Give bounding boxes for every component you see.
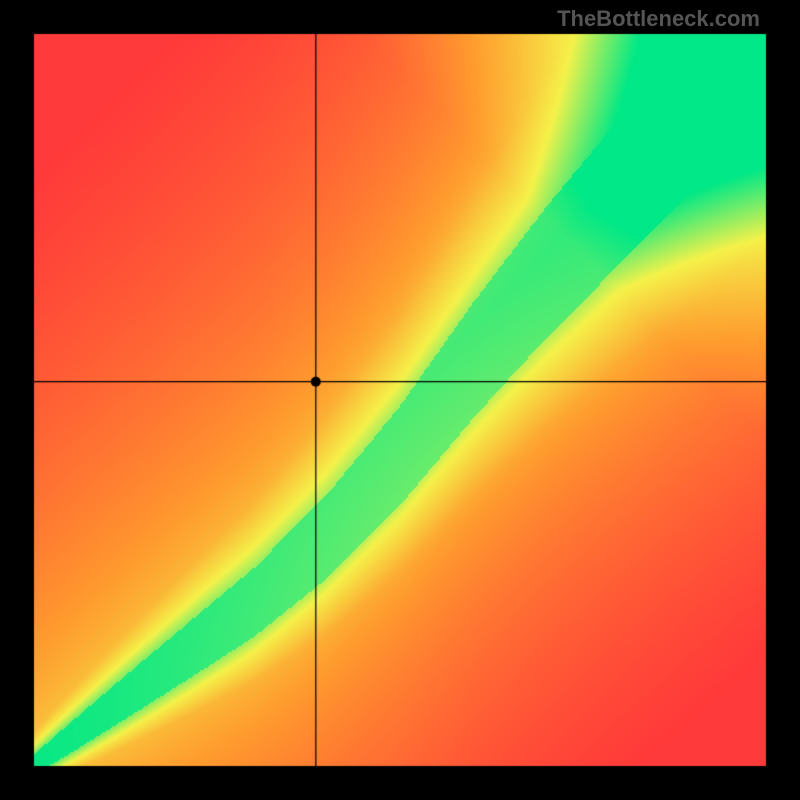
watermark-text: TheBottleneck.com bbox=[557, 6, 760, 32]
chart-container: TheBottleneck.com bbox=[0, 0, 800, 800]
heatmap-canvas bbox=[0, 0, 800, 800]
